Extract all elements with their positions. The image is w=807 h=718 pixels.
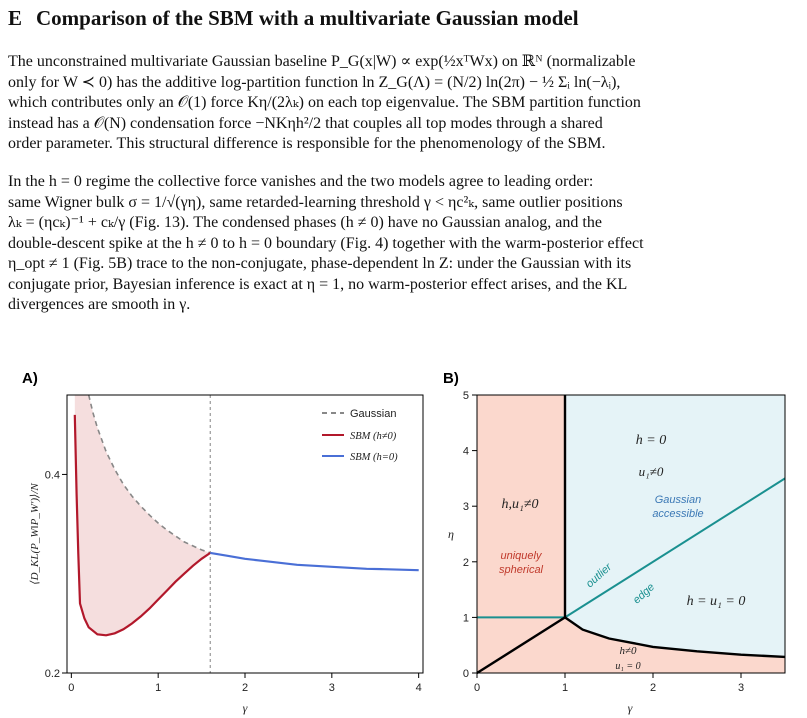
region-u1-zero-label: u₁ = 0 <box>615 661 640 672</box>
section-title: Comparison of the SBM with a multivariat… <box>36 6 579 30</box>
legend-sbm-h-zero-label: SBM (h=0) <box>350 452 398 463</box>
series-sbm-h-nonzero <box>73 414 211 637</box>
y-tick-label: 1 <box>463 612 469 624</box>
region-h-nonzero-low <box>477 617 785 673</box>
boundary-outlier-edge <box>564 477 786 619</box>
y-tick-label: 0.2 <box>45 668 60 680</box>
uniquely-spherical-line2: spherical <box>499 564 544 576</box>
panel-a-label: A) <box>22 370 38 387</box>
x-tick-label: 0 <box>474 682 480 694</box>
panel-a-ylabel: ⟨D_KL(P_W‖P_W')⟩/N <box>29 483 41 585</box>
boundary-diagonal <box>476 616 566 675</box>
panel-a: A) 0 1 2 3 4 0.2 0.4 γ ⟨D_KL(P_W‖P_W')⟩/N Gaus… <box>22 370 424 715</box>
x-tick-label: 1 <box>562 682 568 694</box>
paragraph-line: double-descent spike at the h ≠ 0 to h =… <box>8 234 644 252</box>
series-sbm-h-zero <box>210 551 419 572</box>
panel-a-legend: Gaussian SBM (h≠0) SBM (h=0) <box>322 408 398 463</box>
y-tick-label: 0.4 <box>45 469 60 481</box>
paragraph-line: divergences are smooth in γ. <box>8 296 191 313</box>
uniquely-spherical-line1: uniquely <box>501 550 543 562</box>
paragraph-2: In the h = 0 regime the collective force… <box>8 172 796 316</box>
paragraph-1: The unconstrained multivariate Gaussian … <box>8 52 796 155</box>
panel-b-frame <box>476 394 786 674</box>
y-tick-label: 3 <box>463 501 469 513</box>
panel-b: B) 0 1 2 3 0 1 2 3 4 5 γ η h = 0 u₁≠0 Gaussian ac… <box>443 370 786 715</box>
section-number: E <box>8 6 23 30</box>
gaussian-accessible-line1: Gaussian <box>655 494 701 506</box>
region-h-u1-zero-label: h = u₁ = 0 <box>687 594 746 609</box>
x-tick-label: 4 <box>416 682 422 694</box>
region-h-zero <box>565 395 785 657</box>
series-gaussian <box>87 394 211 554</box>
paragraph-line: same Wigner bulk σ = 1/√(γη), same retar… <box>8 193 623 211</box>
panel-b-ticks: 0 1 2 3 0 1 2 3 4 5 <box>463 390 744 694</box>
paragraph-line: which contributes only an 𝒪(1) force Kη/… <box>8 94 641 111</box>
legend-sbm-h-nonzero-label: SBM (h≠0) <box>350 431 397 442</box>
boundary-lower <box>564 616 786 659</box>
panel-a-plot <box>73 394 419 673</box>
paragraph-line: The unconstrained multivariate Gaussian … <box>8 53 636 70</box>
panel-b-label: B) <box>443 370 459 387</box>
panel-a-xlabel: γ <box>243 701 248 715</box>
panel-b-plot <box>476 395 786 675</box>
paragraph-line: only for W ≺ 0) has the additive log-par… <box>8 73 621 91</box>
region-h0-label: h = 0 <box>636 433 666 448</box>
y-tick-label: 2 <box>463 557 469 569</box>
x-tick-label: 2 <box>242 682 248 694</box>
y-tick-label: 0 <box>463 668 469 680</box>
panel-b-xlabel: γ <box>628 701 633 715</box>
paragraph-line: instead has a 𝒪(N) condensation force −N… <box>8 114 603 132</box>
panel-b-ylabel: η <box>448 527 454 541</box>
paragraph-line: order parameter. This structural differe… <box>8 135 606 152</box>
x-tick-label: 3 <box>738 682 744 694</box>
region-u1-nonzero-label: u₁≠0 <box>639 464 664 479</box>
region-h-u1-nonzero-label: h,u₁≠0 <box>501 497 538 512</box>
x-tick-label: 0 <box>68 682 74 694</box>
paragraph-line: conjugate prior, Bayesian inference is e… <box>8 275 628 293</box>
legend-gaussian-label: Gaussian <box>350 408 396 420</box>
gap-shade <box>74 395 211 636</box>
paragraph-line: η_opt ≠ 1 (Fig. 5B) trace to the non-con… <box>8 255 632 272</box>
paragraph-line: In the h = 0 regime the collective force… <box>8 173 594 190</box>
gaussian-accessible-line2: accessible <box>652 508 703 520</box>
x-tick-label: 3 <box>329 682 335 694</box>
x-tick-label: 1 <box>155 682 161 694</box>
x-tick-label: 2 <box>650 682 656 694</box>
paragraph-line: λₖ = (ηcₖ)⁻¹ + cₖ/γ (Fig. 13). The conde… <box>8 214 602 231</box>
y-tick-label: 5 <box>463 390 469 402</box>
panel-a-ticks: 0 1 2 3 4 0.2 0.4 <box>45 469 422 694</box>
region-h-nonzero-label: h≠0 <box>619 645 637 657</box>
y-tick-label: 4 <box>463 446 469 458</box>
section-heading: E Comparison of the SBM with a multivaria… <box>8 6 579 31</box>
region-condensed <box>477 395 565 673</box>
